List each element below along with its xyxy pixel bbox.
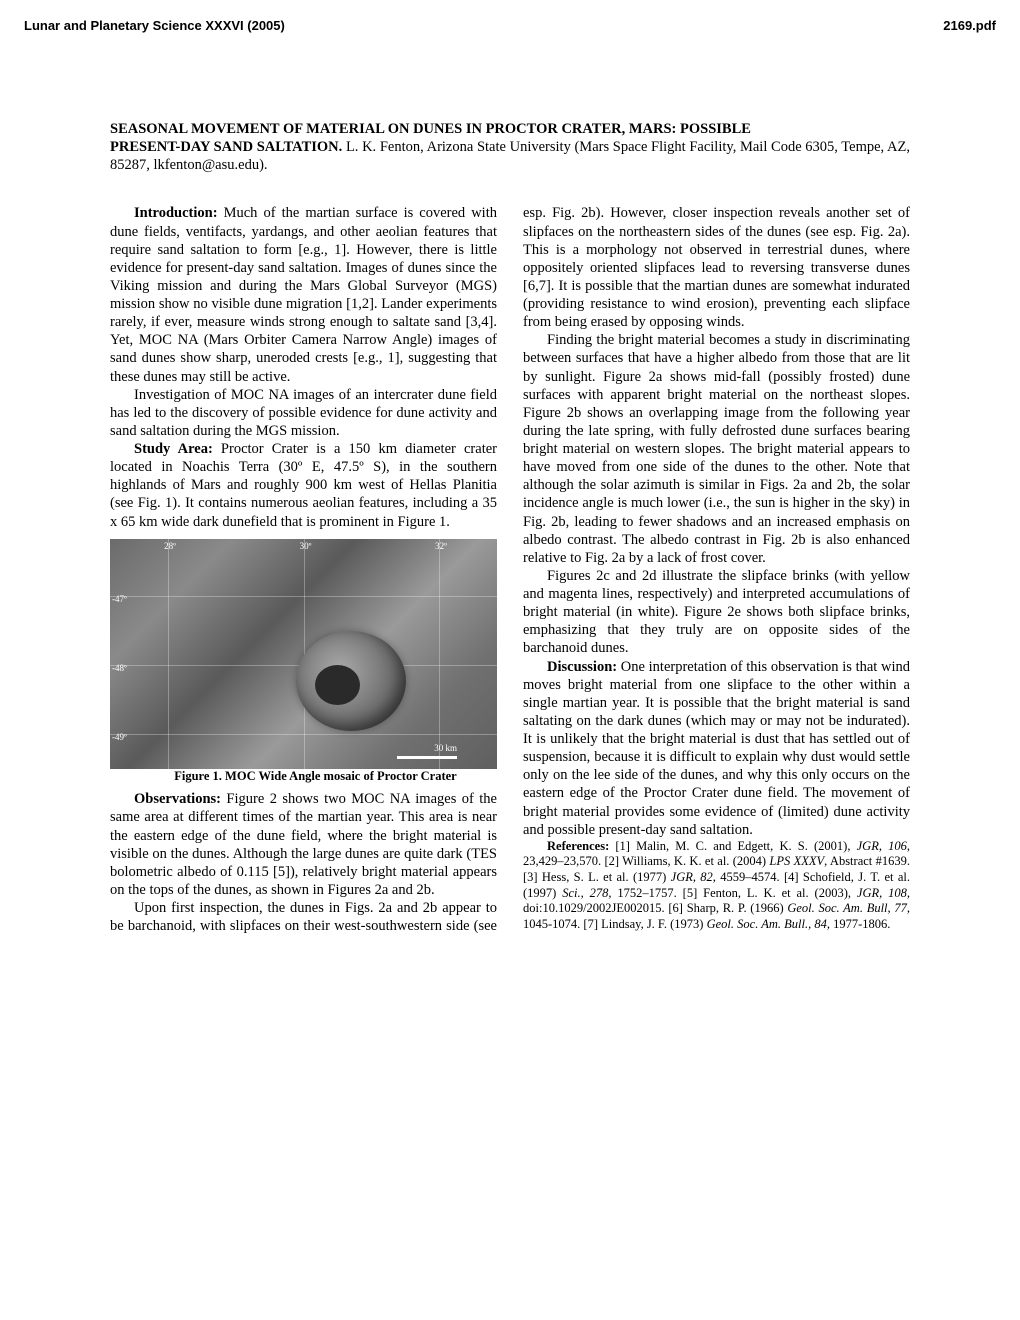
lat-label-49: -49º <box>112 732 127 743</box>
ref-italic-1: JGR, 106 <box>857 839 907 853</box>
crater-dark-dunefield <box>315 665 360 705</box>
scale-label: 30 km <box>434 743 457 754</box>
lon-label-32: 32º <box>435 541 447 552</box>
intro-paragraph-1: Introduction: Much of the martian surfac… <box>110 204 497 385</box>
figure-1-block: 28º 30º 32º -47º -48º -49º 30 km Figure … <box>110 539 497 785</box>
observations-paragraph-4: Figures 2c and 2d illustrate the slipfac… <box>523 567 910 658</box>
ref-italic-4: Sci., 278, <box>562 886 611 900</box>
lon-label-28: 28º <box>164 541 176 552</box>
discussion-paragraph: Discussion: One interpretation of this o… <box>523 658 910 839</box>
ref-a4: 1752–1757. [5] Fenton, L. K. et al. (200… <box>612 886 857 900</box>
introduction-head: Introduction: <box>134 205 218 221</box>
ref-a5: doi:10.1029/2002JE002015. [6] Sharp, R. … <box>523 901 787 915</box>
ref-pre-1: [1] Malin, M. C. and Edgett, K. S. (2001… <box>609 839 856 853</box>
references-paragraph: References: [1] Malin, M. C. and Edgett,… <box>523 839 910 933</box>
ref-a6: 1045-1074. [7] Lindsay, J. F. (1973) <box>523 917 707 931</box>
ref-italic-2: LPS XXXV <box>769 854 824 868</box>
study-area-head: Study Area: <box>134 441 213 457</box>
lat-label-48: -48º <box>112 663 127 674</box>
ref-italic-6: Geol. Soc. Am. Bull, 77, <box>787 901 910 915</box>
page-content: SEASONAL MOVEMENT OF MATERIAL ON DUNES I… <box>110 120 910 935</box>
lon-label-30: 30º <box>300 541 312 552</box>
figure-1-image: 28º 30º 32º -47º -48º -49º 30 km <box>110 539 497 769</box>
scale-bar <box>397 756 457 759</box>
discussion-text: One interpretation of this observation i… <box>523 659 910 838</box>
ref-italic-5: JGR, 108, <box>857 886 910 900</box>
figure-1-caption: Figure 1. MOC Wide Angle mosaic of Proct… <box>110 769 497 785</box>
ref-italic-7: Geol. Soc. Am. Bull., 84, <box>707 917 830 931</box>
two-column-body: Introduction: Much of the martian surfac… <box>110 204 910 935</box>
discussion-head: Discussion: <box>547 659 617 675</box>
ref-a7: 1977-1806. <box>830 917 890 931</box>
ref-italic-3: JGR, 82, <box>671 870 716 884</box>
study-area-paragraph: Study Area: Proctor Crater is a 150 km d… <box>110 440 497 531</box>
intro-paragraph-2: Investigation of MOC NA images of an int… <box>110 386 497 440</box>
title-block: SEASONAL MOVEMENT OF MATERIAL ON DUNES I… <box>110 120 910 174</box>
references-head: References: <box>547 839 609 853</box>
conference-header: Lunar and Planetary Science XXXVI (2005) <box>24 18 285 33</box>
pdf-id-header: 2169.pdf <box>943 18 996 33</box>
observations-paragraph-1: Observations: Figure 2 shows two MOC NA … <box>110 790 497 899</box>
title-line1: SEASONAL MOVEMENT OF MATERIAL ON DUNES I… <box>110 121 751 137</box>
lat-label-47: -47º <box>112 594 127 605</box>
observations-head: Observations: <box>134 791 221 807</box>
title-line2-prefix: PRESENT-DAY SAND SALTATION. <box>110 139 342 155</box>
intro-text-1: Much of the martian surface is covered w… <box>110 205 497 384</box>
observations-paragraph-3: Finding the bright material becomes a st… <box>523 331 910 567</box>
